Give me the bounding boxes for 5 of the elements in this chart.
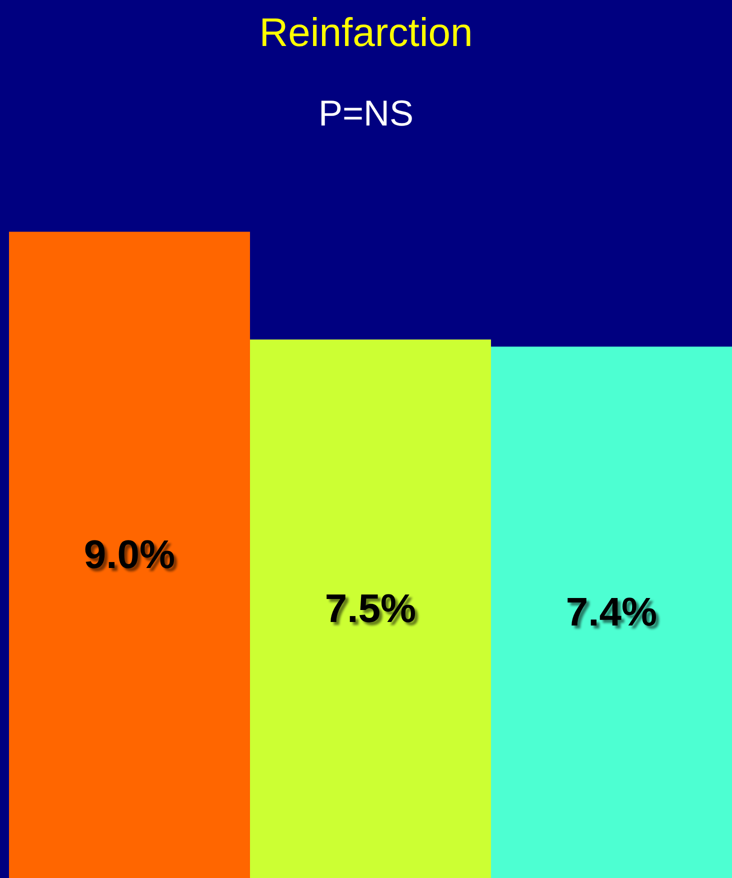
data-label: 7.4% [566, 590, 658, 634]
chart-title: Reinfarction [259, 11, 473, 55]
text: P=NS [318, 92, 414, 134]
data-label: 7.5% [324, 586, 416, 631]
data-label: 9.0% [84, 532, 176, 577]
